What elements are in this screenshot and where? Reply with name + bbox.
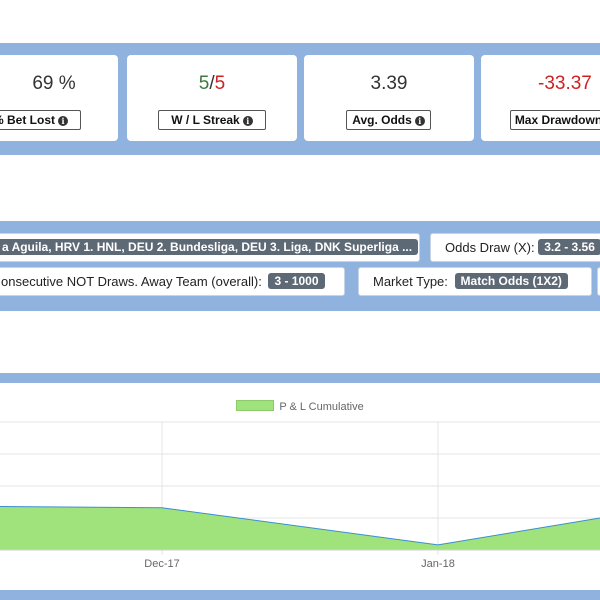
stat-bet-lost-value: 69 % <box>32 73 76 94</box>
info-icon[interactable]: i <box>58 116 68 126</box>
consecutive-not-draws-label: onsecutive NOT Draws. Away Team (overall… <box>1 274 262 289</box>
pl-line <box>0 505 600 546</box>
stat-max-drawdown-label-text: Max Drawdown <box>514 113 600 127</box>
x-tick-label: Jan-18 <box>421 558 455 570</box>
stat-card-avg-odds: 3.39 Avg. Odds i <box>304 55 474 141</box>
filter-consecutive-not-draws[interactable]: onsecutive NOT Draws. Away Team (overall… <box>0 267 345 296</box>
stat-avg-odds-label-text: Avg. Odds <box>352 113 412 127</box>
stat-card-wl-streak: 5/5 W / L Streak i <box>127 55 297 141</box>
market-type-tag[interactable]: Match Odds (1X2) <box>454 273 568 289</box>
consecutive-not-draws-tag[interactable]: 3 - 1000 <box>268 273 325 289</box>
stat-wl-streak-label-text: W / L Streak <box>171 113 240 127</box>
streak-separator: / <box>209 73 215 94</box>
filter-odds-draw[interactable]: Odds Draw (X): 3.2 - 3.56 <box>430 233 600 262</box>
legend-label: P & L Cumulative <box>279 401 364 413</box>
pl-chart: P & L Cumulative Dec-17 Jan-18 <box>0 383 600 590</box>
legend-swatch <box>236 400 275 411</box>
pl-area <box>0 506 600 550</box>
stat-avg-odds-label[interactable]: Avg. Odds i <box>346 110 431 130</box>
stat-max-drawdown-label[interactable]: Max Drawdowni <box>510 110 600 130</box>
loss-streak: 5 <box>214 73 226 94</box>
stat-bet-lost-label-text: % Bet Lost <box>0 113 55 127</box>
x-tick-label: Dec-17 <box>144 558 179 570</box>
chart-section: P & L Cumulative Dec-17 Jan-18 <box>0 373 600 600</box>
odds-draw-tag[interactable]: 3.2 - 3.56 <box>538 239 600 255</box>
info-icon[interactable]: i <box>242 116 253 126</box>
stat-card-max-drawdown: -33.37 Max Drawdowni <box>481 55 600 141</box>
info-icon[interactable]: i <box>414 116 425 126</box>
filters-panel: a Aguila, HRV 1. HNL, DEU 2. Bundesliga,… <box>0 221 600 311</box>
stat-avg-odds-value: 3.39 <box>370 73 408 94</box>
chart-legend[interactable]: P & L Cumulative <box>0 400 600 413</box>
chart-canvas: Dec-17 Jan-18 <box>0 421 600 570</box>
stat-wl-streak-label[interactable]: W / L Streak i <box>158 110 266 130</box>
stat-max-drawdown-value: -33.37 <box>538 73 592 94</box>
market-type-label: Market Type: <box>373 274 448 289</box>
odds-draw-label: Odds Draw (X): <box>445 240 535 255</box>
stat-wl-streak-value: 5/5 <box>127 73 297 95</box>
filter-market-type[interactable]: Market Type: Match Odds (1X2) <box>358 267 592 296</box>
leagues-tag[interactable]: a Aguila, HRV 1. HNL, DEU 2. Bundesliga,… <box>0 239 419 255</box>
filter-next-partial[interactable] <box>597 267 600 296</box>
filter-leagues[interactable]: a Aguila, HRV 1. HNL, DEU 2. Bundesliga,… <box>0 233 420 262</box>
win-streak: 5 <box>198 73 210 94</box>
